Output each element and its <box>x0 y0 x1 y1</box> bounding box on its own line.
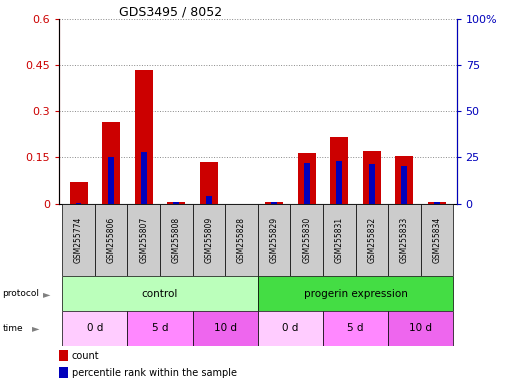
Text: count: count <box>72 351 100 361</box>
Bar <box>192 311 258 346</box>
Bar <box>356 204 388 276</box>
Bar <box>290 204 323 276</box>
Text: GSM255828: GSM255828 <box>237 217 246 263</box>
Bar <box>402 166 407 204</box>
Text: 0 d: 0 d <box>282 323 299 333</box>
Text: 10 d: 10 d <box>409 323 432 333</box>
Bar <box>421 204 453 276</box>
Text: GSM255831: GSM255831 <box>335 217 344 263</box>
Text: protocol: protocol <box>3 289 40 298</box>
Text: GSM255832: GSM255832 <box>367 217 377 263</box>
Text: control: control <box>142 289 178 299</box>
Text: GDS3495 / 8052: GDS3495 / 8052 <box>119 5 222 18</box>
Text: GSM255806: GSM255806 <box>107 217 115 263</box>
Bar <box>330 137 348 204</box>
Bar <box>298 153 315 204</box>
Bar <box>70 182 88 204</box>
Text: GSM255834: GSM255834 <box>432 217 442 263</box>
Text: GSM255829: GSM255829 <box>269 217 279 263</box>
Bar <box>192 204 225 276</box>
Bar <box>258 204 290 276</box>
Bar <box>173 202 179 204</box>
Text: 5 d: 5 d <box>152 323 168 333</box>
Bar <box>258 276 453 311</box>
Bar <box>206 196 212 204</box>
Text: ►: ► <box>32 323 40 333</box>
Bar <box>304 163 310 204</box>
Text: ►: ► <box>43 289 50 299</box>
Bar <box>271 202 277 204</box>
Bar <box>141 152 147 204</box>
Text: GSM255807: GSM255807 <box>139 217 148 263</box>
Text: 0 d: 0 d <box>87 323 103 333</box>
Text: time: time <box>3 324 23 333</box>
Bar <box>135 70 153 204</box>
Bar <box>258 311 323 346</box>
Bar <box>160 204 192 276</box>
Bar <box>167 202 185 204</box>
Text: GSM255774: GSM255774 <box>74 217 83 263</box>
Bar <box>369 164 375 204</box>
Text: GSM255809: GSM255809 <box>204 217 213 263</box>
Bar <box>396 156 413 204</box>
Text: 10 d: 10 d <box>214 323 236 333</box>
Bar <box>265 202 283 204</box>
Bar <box>363 151 381 204</box>
Text: 5 d: 5 d <box>347 323 364 333</box>
Text: progerin expression: progerin expression <box>304 289 407 299</box>
Bar <box>102 122 120 204</box>
Bar <box>434 202 440 204</box>
Bar <box>127 311 192 346</box>
Bar <box>62 276 258 311</box>
Bar <box>75 203 82 204</box>
Text: percentile rank within the sample: percentile rank within the sample <box>72 368 237 378</box>
Bar <box>337 161 342 204</box>
Bar <box>95 204 127 276</box>
Bar <box>108 157 114 204</box>
Bar <box>428 202 446 204</box>
Bar <box>200 162 218 204</box>
Text: GSM255808: GSM255808 <box>172 217 181 263</box>
Bar <box>323 204 356 276</box>
Text: GSM255833: GSM255833 <box>400 217 409 263</box>
Text: GSM255830: GSM255830 <box>302 217 311 263</box>
Bar <box>127 204 160 276</box>
Bar <box>62 311 127 346</box>
Bar <box>388 204 421 276</box>
Bar <box>62 204 95 276</box>
Bar <box>225 204 258 276</box>
Bar <box>323 311 388 346</box>
Bar <box>388 311 453 346</box>
